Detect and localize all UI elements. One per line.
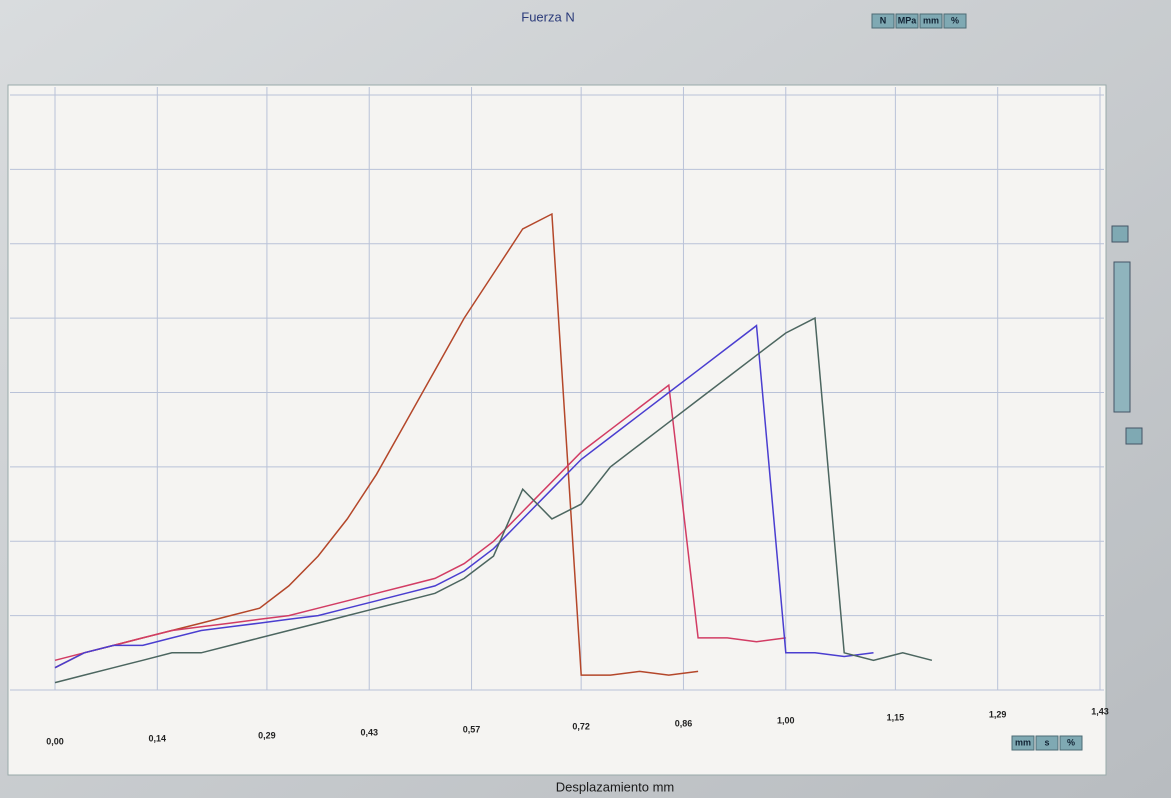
button-label: mm xyxy=(923,15,939,25)
toolbar-button[interactable]: N xyxy=(871,13,895,29)
toolbar-button[interactable]: % xyxy=(1059,735,1083,751)
button-face xyxy=(1035,735,1059,751)
x-tick-label: 1,15 xyxy=(887,712,905,722)
toolbar-button[interactable]: s xyxy=(1035,735,1059,751)
x-tick-label: 0,86 xyxy=(675,718,693,728)
x-tick-label: 0,29 xyxy=(258,730,276,740)
x-tick-label: 0,72 xyxy=(572,721,590,731)
toolbar-button[interactable]: mm xyxy=(919,13,943,29)
button-face xyxy=(1059,735,1083,751)
x-tick-label: 1,43 xyxy=(1091,706,1109,716)
button-face xyxy=(895,13,919,29)
button-face xyxy=(919,13,943,29)
button-label: s xyxy=(1044,737,1049,747)
button-face xyxy=(871,13,895,29)
toolbar-button[interactable]: % xyxy=(943,13,967,29)
plot-area xyxy=(7,84,1107,776)
toolbar-button[interactable]: MPa xyxy=(895,13,919,29)
button-label: mm xyxy=(1015,737,1031,747)
series-line xyxy=(54,316,933,684)
x-tick-label: 0,43 xyxy=(360,727,378,737)
icon-button[interactable] xyxy=(1111,225,1129,243)
x-tick-label: 0,00 xyxy=(46,736,64,746)
series-line xyxy=(54,324,874,669)
icon-button[interactable] xyxy=(1125,427,1143,445)
button-label: % xyxy=(1067,737,1075,747)
x-tick-label: 1,00 xyxy=(777,715,795,725)
toolbar-button[interactable]: mm xyxy=(1011,735,1035,751)
side-icons xyxy=(1111,225,1143,445)
series-line xyxy=(54,383,786,662)
icon-toolbar[interactable] xyxy=(1113,261,1131,413)
button-label: MPa xyxy=(898,15,918,25)
x-tick-label: 0,57 xyxy=(463,724,481,734)
button-face xyxy=(943,13,967,29)
button-label: % xyxy=(951,15,959,25)
x-axis-label: Desplazamiento mm xyxy=(556,779,675,794)
button-label: N xyxy=(880,15,887,25)
chart-title: Fuerza N xyxy=(521,9,574,24)
x-tick-label: 0,14 xyxy=(149,733,167,743)
button-face xyxy=(1011,735,1035,751)
x-tick-label: 1,29 xyxy=(989,709,1007,719)
